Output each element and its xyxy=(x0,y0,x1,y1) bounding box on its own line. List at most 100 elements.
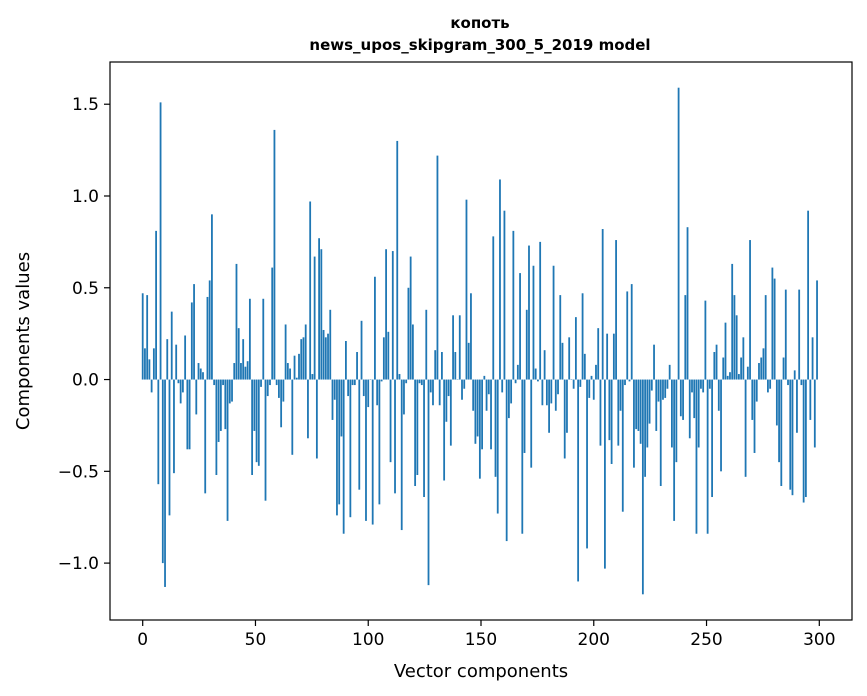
bar xyxy=(300,339,303,380)
bar xyxy=(662,379,664,400)
bar xyxy=(436,155,439,380)
bar xyxy=(657,379,660,402)
bar xyxy=(251,379,254,475)
bar xyxy=(749,240,751,380)
bar xyxy=(711,379,713,498)
bar xyxy=(510,379,513,404)
bar xyxy=(577,379,580,582)
bar xyxy=(166,339,169,380)
bar xyxy=(327,333,329,380)
bar xyxy=(664,379,667,398)
bar xyxy=(697,379,700,448)
bar xyxy=(396,140,399,380)
bar xyxy=(695,379,698,534)
bar xyxy=(425,309,428,380)
bar xyxy=(679,379,682,417)
bar xyxy=(441,352,443,380)
bar xyxy=(548,379,550,433)
bar xyxy=(173,379,175,474)
bar xyxy=(382,337,385,380)
bar xyxy=(414,379,417,487)
bar xyxy=(376,379,379,406)
bar xyxy=(420,379,423,386)
bar xyxy=(637,379,640,431)
bar xyxy=(481,379,483,450)
bar xyxy=(427,379,430,586)
bar xyxy=(202,372,204,380)
bar xyxy=(641,379,644,595)
bar xyxy=(461,379,463,400)
bar xyxy=(617,379,620,446)
bar xyxy=(516,364,519,380)
bar xyxy=(557,379,559,395)
bar xyxy=(405,379,408,384)
chart-subtitle: news_upos_skipgram_300_5_2019 model xyxy=(309,36,650,54)
bar xyxy=(291,379,294,455)
bar xyxy=(612,333,615,380)
bar xyxy=(737,374,740,380)
bar xyxy=(356,352,358,380)
bar xyxy=(353,379,356,386)
bar xyxy=(197,363,200,380)
bar xyxy=(503,210,506,380)
bar xyxy=(675,379,678,463)
bar xyxy=(190,302,193,380)
bar xyxy=(666,379,669,389)
bar xyxy=(322,329,325,380)
bar xyxy=(152,348,155,380)
bar xyxy=(648,379,651,424)
bar xyxy=(508,379,510,419)
bar xyxy=(796,379,798,433)
bar xyxy=(742,337,745,380)
bar xyxy=(443,379,446,481)
bar xyxy=(219,379,222,431)
bar xyxy=(802,379,805,503)
bar xyxy=(242,339,245,380)
bar xyxy=(423,379,425,498)
bar xyxy=(677,87,680,380)
bar xyxy=(338,379,341,505)
bar xyxy=(233,363,236,380)
bar xyxy=(257,379,260,466)
bar xyxy=(764,295,767,380)
bar xyxy=(519,273,521,380)
bar xyxy=(336,379,338,516)
bar xyxy=(284,324,287,380)
bar xyxy=(478,379,481,479)
bar xyxy=(539,241,542,380)
bar xyxy=(628,379,631,382)
y-tick-label: 1.5 xyxy=(72,95,99,115)
bar xyxy=(217,379,220,442)
bar xyxy=(345,341,347,380)
bar xyxy=(778,379,780,463)
bar xyxy=(798,289,801,380)
bar xyxy=(371,379,374,525)
bar xyxy=(574,317,577,380)
bar xyxy=(490,379,492,450)
bar xyxy=(610,379,613,464)
bar xyxy=(324,337,327,380)
bar xyxy=(329,309,332,380)
bar xyxy=(659,379,662,487)
bar xyxy=(400,379,403,531)
bar xyxy=(784,289,787,380)
bar xyxy=(561,342,564,380)
bar xyxy=(157,379,160,485)
bar xyxy=(545,379,548,406)
bar xyxy=(780,379,783,487)
bar xyxy=(170,311,173,380)
bar xyxy=(454,352,457,380)
bar xyxy=(262,298,265,380)
bar xyxy=(590,375,593,380)
y-tick-label: −0.5 xyxy=(58,462,99,482)
bar xyxy=(581,293,584,380)
bar xyxy=(418,379,421,384)
bar xyxy=(668,364,671,380)
bar xyxy=(411,324,414,380)
bar xyxy=(597,328,600,380)
bar xyxy=(512,230,515,380)
bar xyxy=(391,251,394,380)
bar xyxy=(467,342,470,380)
bar xyxy=(722,357,725,380)
